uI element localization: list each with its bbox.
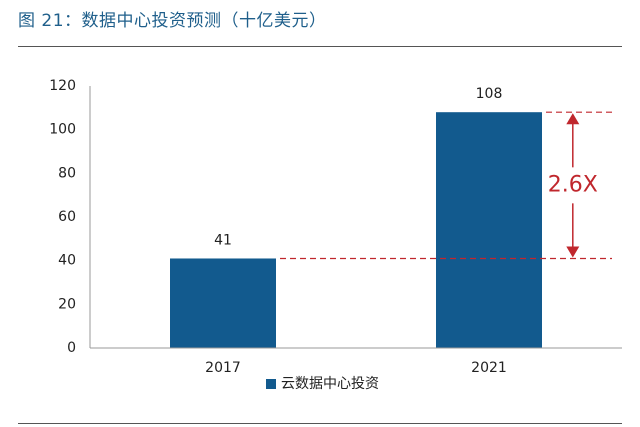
y-tick-label: 20 [58,296,76,312]
y-tick-label: 0 [67,340,76,356]
data-label: 41 [214,232,232,248]
y-tick-label: 100 [49,122,76,138]
x-axis-ticks: 2017 2021 [205,360,507,376]
arrow-up-icon [566,113,580,125]
data-labels: 41 108 [214,86,502,248]
growth-annotation: 2.6X [280,111,612,260]
y-tick-label: 40 [58,253,76,269]
y-tick-label: 120 [49,78,76,94]
y-tick-label: 60 [58,209,76,225]
bar-2021 [436,112,542,348]
bottom-rule [18,423,622,424]
axes [89,86,622,349]
title-rule [18,46,622,47]
x-tick-label: 2017 [205,360,241,376]
arrow-down-icon [566,246,580,258]
x-tick-label: 2021 [471,360,507,376]
legend: 云数据中心投资 [266,376,379,392]
data-label: 108 [476,86,503,102]
bars [170,112,542,348]
y-axis-ticks: 0 20 40 60 80 100 120 [49,78,76,356]
chart-title: 图 21：数据中心投资预测（十亿美元） [18,11,327,31]
legend-label: 云数据中心投资 [281,376,379,392]
y-tick-label: 80 [58,165,76,181]
legend-swatch [266,379,276,389]
bar-2017 [170,258,276,348]
growth-multiple-label: 2.6X [548,172,598,197]
